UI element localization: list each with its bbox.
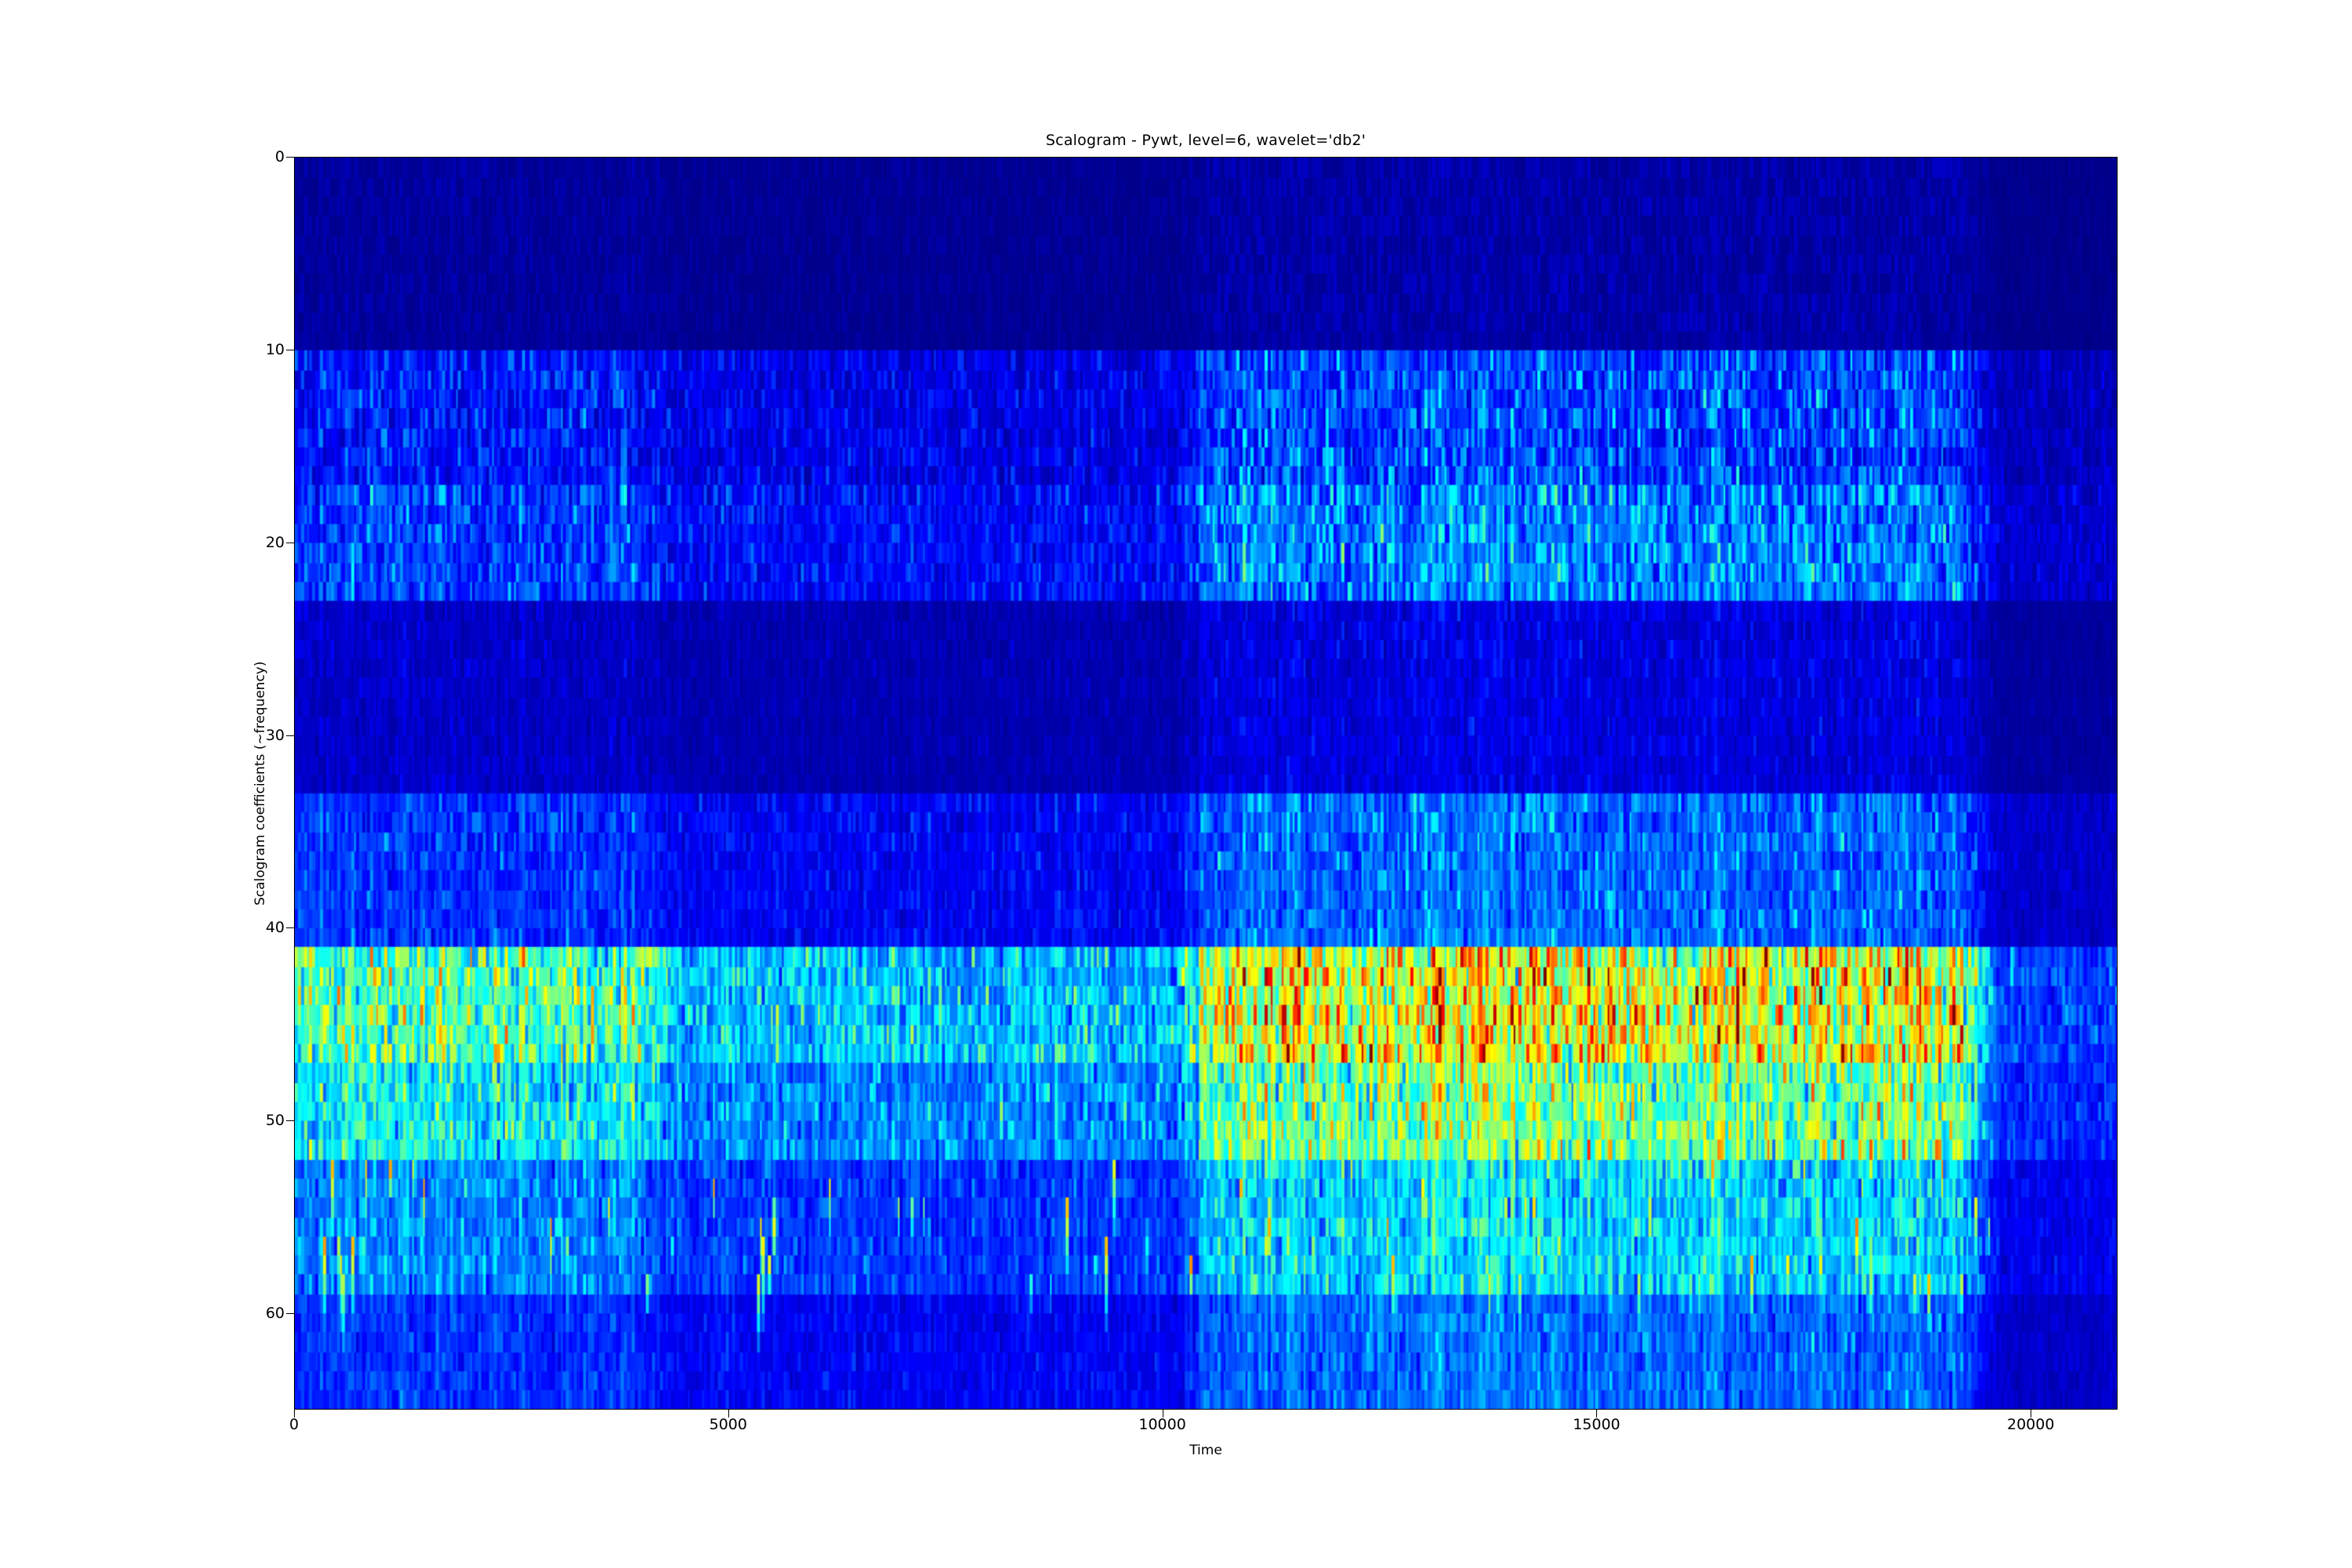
y-tick-mark xyxy=(286,1120,294,1122)
y-tick-label: 50 xyxy=(265,1112,285,1130)
y-tick-label: 20 xyxy=(265,533,285,551)
x-tick-mark xyxy=(1596,1410,1598,1417)
y-tick-label: 30 xyxy=(265,726,285,744)
x-tick-label: 20000 xyxy=(2007,1416,2055,1433)
x-tick-label: 5000 xyxy=(709,1416,747,1433)
x-tick-mark xyxy=(294,1410,295,1417)
y-tick-label: 0 xyxy=(274,148,285,165)
x-tick-label: 10000 xyxy=(1138,1416,1186,1433)
scalogram-heatmap-axes xyxy=(294,157,2118,1410)
y-tick-mark xyxy=(286,735,294,736)
scalogram-image xyxy=(295,158,2117,1409)
y-axis-label: Scalogram coefficients (~frequency) xyxy=(252,661,268,906)
x-tick-mark xyxy=(728,1410,729,1417)
x-tick-label: 0 xyxy=(289,1416,299,1433)
x-tick-label: 15000 xyxy=(1573,1416,1621,1433)
y-tick-mark xyxy=(286,927,294,929)
y-tick-label: 10 xyxy=(265,340,285,358)
y-tick-mark xyxy=(286,157,294,158)
y-tick-label: 40 xyxy=(265,919,285,937)
page-title: Scalogram - Pywt, level=6, wavelet='db2' xyxy=(1045,132,1367,149)
y-tick-mark xyxy=(286,1313,294,1315)
x-axis-label: Time xyxy=(1189,1443,1222,1458)
y-tick-label: 60 xyxy=(265,1305,285,1323)
